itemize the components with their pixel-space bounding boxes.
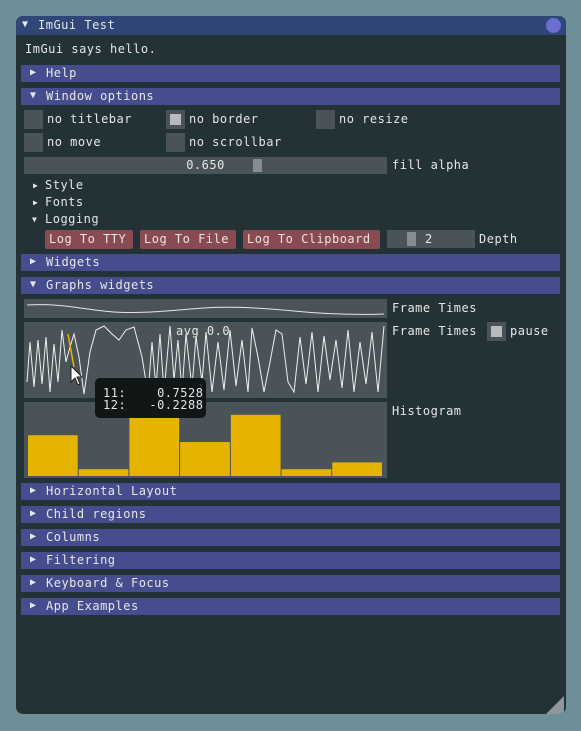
resize-grip-icon[interactable] bbox=[546, 696, 564, 714]
hello-text: ImGui says hello. bbox=[25, 42, 157, 56]
pause-label: pause bbox=[510, 324, 549, 338]
header-help[interactable]: ▶ Help bbox=[21, 65, 560, 82]
expanded-arrow-icon: ▼ bbox=[30, 279, 37, 290]
window-title: ImGui Test bbox=[38, 18, 116, 32]
histogram-bar bbox=[78, 469, 129, 476]
tooltip-line-1: 11: 0.7528 bbox=[103, 386, 204, 400]
no-border-label: no border bbox=[189, 112, 259, 126]
no-titlebar-label: no titlebar bbox=[47, 112, 132, 126]
frame-times-plot-small[interactable] bbox=[24, 299, 387, 318]
header-filtering[interactable]: ▶ Filtering bbox=[21, 552, 560, 569]
collapsed-arrow-icon: ▶ bbox=[30, 256, 37, 267]
no-resize-label: no resize bbox=[339, 112, 409, 126]
log-to-tty-button[interactable]: Log To TTY bbox=[45, 230, 133, 249]
tree-arrow-icon[interactable]: ▶ bbox=[33, 198, 39, 207]
histogram-bar bbox=[230, 414, 281, 476]
frame-times-label-2: Frame Times bbox=[392, 324, 477, 338]
log-to-file-button[interactable]: Log To File bbox=[140, 230, 236, 249]
histogram-plot[interactable] bbox=[24, 402, 387, 478]
fill-alpha-value: 0.650 bbox=[186, 158, 225, 172]
histogram-bar bbox=[281, 469, 332, 476]
no-resize-checkbox[interactable] bbox=[316, 110, 335, 129]
header-child-regions[interactable]: ▶ Child regions bbox=[21, 506, 560, 523]
button-label: Log To Clipboard bbox=[247, 232, 371, 246]
tree-arrow-icon[interactable]: ▶ bbox=[33, 181, 39, 190]
header-label: Graphs widgets bbox=[46, 278, 155, 292]
histogram-bars bbox=[28, 408, 382, 476]
slider-grab-handle[interactable] bbox=[407, 232, 416, 246]
header-label: Filtering bbox=[46, 553, 116, 567]
header-label: Keyboard & Focus bbox=[46, 576, 170, 590]
plot-overlay-text: avg 0.0 bbox=[176, 324, 231, 338]
imgui-test-window: ▼ ImGui Test ImGui says hello. ▶ Help ▼ … bbox=[16, 16, 566, 714]
collapsed-arrow-icon: ▶ bbox=[30, 554, 37, 565]
expanded-arrow-icon: ▼ bbox=[30, 90, 37, 101]
window-titlebar[interactable]: ▼ ImGui Test bbox=[16, 16, 566, 35]
no-titlebar-checkbox[interactable] bbox=[24, 110, 43, 129]
header-label: Horizontal Layout bbox=[46, 484, 178, 498]
frame-times-line-small bbox=[26, 304, 385, 315]
header-app-examples[interactable]: ▶ App Examples bbox=[21, 598, 560, 615]
tree-style[interactable]: Style bbox=[45, 178, 84, 192]
header-columns[interactable]: ▶ Columns bbox=[21, 529, 560, 546]
header-widgets[interactable]: ▶ Widgets bbox=[21, 254, 560, 271]
histogram-bar bbox=[180, 442, 230, 476]
header-label: Widgets bbox=[46, 255, 101, 269]
log-depth-label: Depth bbox=[479, 232, 518, 246]
fill-alpha-label: fill alpha bbox=[392, 158, 470, 172]
no-move-label: no move bbox=[47, 135, 102, 149]
header-label: Window options bbox=[46, 89, 155, 103]
header-label: Columns bbox=[46, 530, 101, 544]
header-label: Help bbox=[46, 66, 77, 80]
header-window-options[interactable]: ▼ Window options bbox=[21, 88, 560, 105]
histogram-bar bbox=[332, 462, 382, 476]
log-depth-value: 2 bbox=[425, 232, 433, 246]
no-border-checkbox[interactable] bbox=[166, 110, 185, 129]
close-icon[interactable] bbox=[546, 18, 561, 33]
tooltip-line-2: 12: -0.2288 bbox=[103, 398, 204, 412]
collapsed-arrow-icon: ▶ bbox=[30, 577, 37, 588]
pause-checkbox[interactable] bbox=[487, 322, 506, 341]
tree-logging[interactable]: Logging bbox=[45, 212, 100, 226]
no-scrollbar-checkbox[interactable] bbox=[166, 133, 185, 152]
header-label: App Examples bbox=[46, 599, 139, 613]
collapsed-arrow-icon: ▶ bbox=[30, 508, 37, 519]
log-depth-slider[interactable]: 2 bbox=[387, 230, 475, 248]
mouse-cursor-icon bbox=[70, 364, 84, 386]
histogram-bar bbox=[129, 408, 180, 476]
tree-expanded-arrow-icon[interactable]: ▼ bbox=[32, 215, 38, 224]
collapsed-arrow-icon: ▶ bbox=[30, 485, 37, 496]
no-move-checkbox[interactable] bbox=[24, 133, 43, 152]
collapsed-arrow-icon: ▶ bbox=[30, 67, 37, 78]
collapsed-arrow-icon: ▶ bbox=[30, 531, 37, 542]
histogram-bar bbox=[28, 435, 78, 476]
plot-tooltip: 11: 0.7528 12: -0.2288 bbox=[95, 378, 206, 418]
header-label: Child regions bbox=[46, 507, 147, 521]
header-horizontal-layout[interactable]: ▶ Horizontal Layout bbox=[21, 483, 560, 500]
header-graphs-widgets[interactable]: ▼ Graphs widgets bbox=[21, 277, 560, 294]
histogram-label: Histogram bbox=[392, 404, 462, 418]
button-label: Log To TTY bbox=[49, 232, 127, 246]
collapsed-arrow-icon: ▶ bbox=[30, 600, 37, 611]
log-to-clipboard-button[interactable]: Log To Clipboard bbox=[243, 230, 380, 249]
frame-times-label-1: Frame Times bbox=[392, 301, 477, 315]
slider-grab-handle[interactable] bbox=[253, 159, 262, 172]
fill-alpha-slider[interactable]: 0.650 bbox=[24, 157, 387, 174]
no-scrollbar-label: no scrollbar bbox=[189, 135, 282, 149]
tree-fonts[interactable]: Fonts bbox=[45, 195, 84, 209]
collapse-arrow-icon[interactable]: ▼ bbox=[22, 19, 29, 30]
header-keyboard-focus[interactable]: ▶ Keyboard & Focus bbox=[21, 575, 560, 592]
button-label: Log To File bbox=[144, 232, 229, 246]
